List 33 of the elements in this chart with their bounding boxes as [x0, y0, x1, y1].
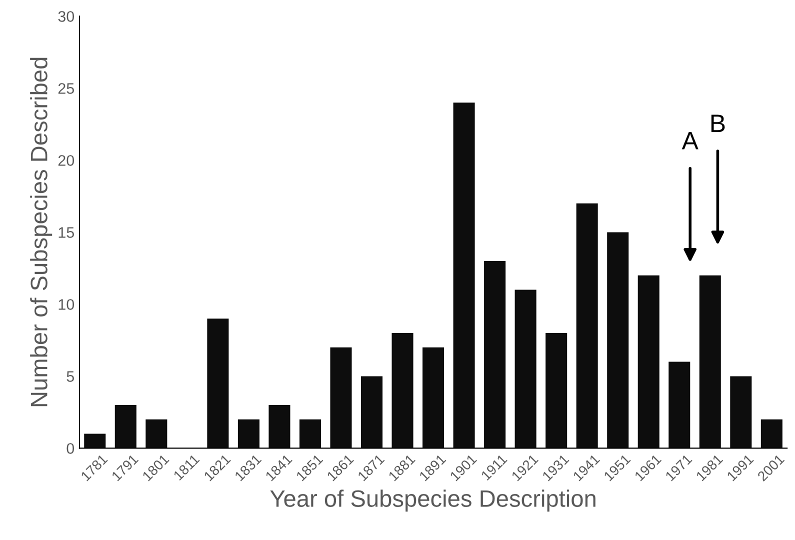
bar: [299, 419, 321, 448]
bar: [730, 376, 752, 448]
y-tick-label: 30: [58, 11, 74, 22]
bar: [514, 290, 536, 448]
bar: [638, 275, 660, 448]
x-axis-title: Year of Subspecies Description: [270, 490, 596, 512]
bar: [114, 405, 136, 448]
bar: [422, 347, 444, 448]
y-tick-label: 0: [66, 443, 74, 454]
bar: [84, 434, 106, 448]
bar: [207, 318, 229, 448]
bar: [699, 275, 721, 448]
y-axis-title: Number of Subspecies Described: [30, 58, 52, 406]
bar: [238, 419, 260, 448]
bar: [484, 261, 506, 448]
bar: [268, 405, 290, 448]
y-tick-label: 15: [58, 227, 74, 238]
bar: [668, 362, 690, 448]
bar: [360, 376, 383, 448]
y-tick-label: 25: [58, 83, 74, 94]
y-tick-label: 5: [66, 371, 74, 382]
bar: [392, 333, 414, 448]
bar: [453, 102, 475, 448]
bar: [576, 203, 598, 448]
annotation: B: [711, 114, 725, 132]
bar: [330, 347, 352, 448]
bar: [607, 232, 629, 448]
bar: [146, 419, 168, 448]
y-tick-label: 10: [58, 299, 74, 310]
bar: [760, 419, 782, 448]
bar: [546, 333, 568, 448]
y-tick-label: 20: [58, 155, 74, 166]
annotation: A: [682, 132, 698, 150]
